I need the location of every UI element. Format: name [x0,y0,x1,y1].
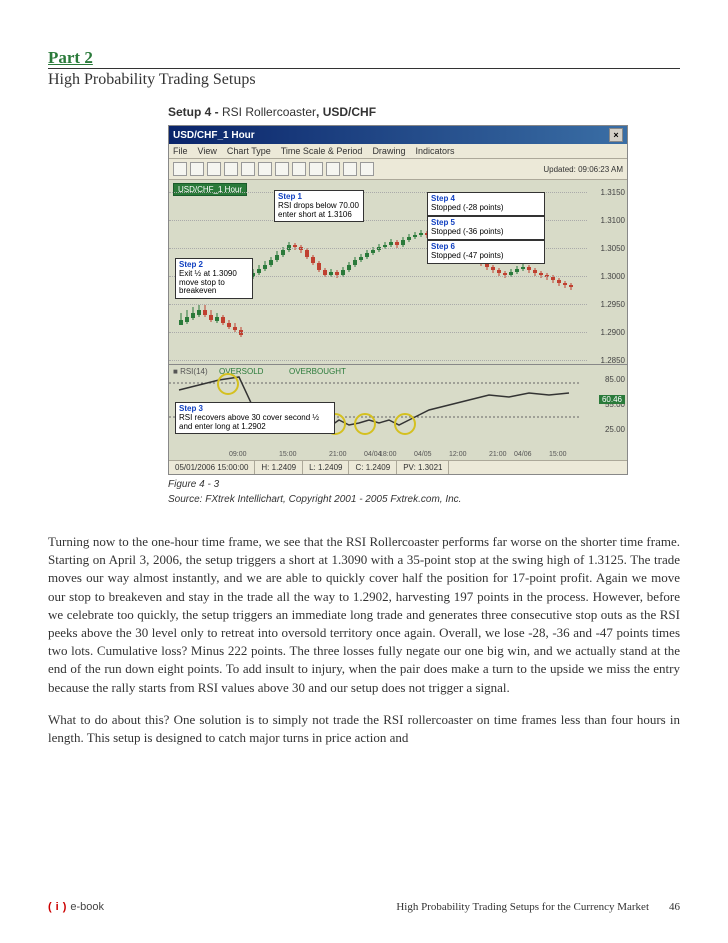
rsi-marker-circle [217,373,239,395]
figure-number: Figure 4 - 3 [168,479,628,490]
status-bar: 05/01/2006 15:00:00 H: 1.2409 L: 1.2409 … [169,460,627,474]
tool-icon[interactable] [224,162,238,176]
tool-icon[interactable] [207,162,221,176]
callout-step2: Step 2Exit ½ at 1.3090 move stop to brea… [175,258,253,299]
menu-file[interactable]: File [173,146,188,156]
tool-icon[interactable] [173,162,187,176]
close-icon[interactable]: × [609,128,623,142]
page-subtitle: High Probability Trading Setups [48,71,680,89]
price-ytick: 1.3050 [601,244,625,253]
window-title: USD/CHF_1 Hour [173,130,255,141]
price-ytick: 1.3000 [601,272,625,281]
chart-container: USD/CHF_1 Hour × File View Chart Type Ti… [168,125,628,505]
menu-indicators[interactable]: Indicators [415,146,454,156]
footer-logo: (i) e-book [48,901,104,913]
tool-icon[interactable] [292,162,306,176]
tool-icon[interactable] [343,162,357,176]
part-header: Part 2 [48,48,680,69]
price-panel: USD/CHF_1 Hour 1.31501.31001.30501.30001… [169,180,627,365]
tool-icon[interactable] [360,162,374,176]
paragraph-1: Turning now to the one-hour time frame, … [48,533,680,697]
xtick: 04/05 [414,451,432,458]
callout-step1: Step 1RSI drops below 70.00 enter short … [274,190,364,222]
chart-window: USD/CHF_1 Hour × File View Chart Type Ti… [168,125,628,475]
callout-step6: Step 6Stopped (-47 points) [427,240,545,264]
status-h: H: 1.2409 [255,461,303,474]
menu-view[interactable]: View [198,146,217,156]
status-pv: PV: 1.3021 [397,461,449,474]
xtick: 12:00 [449,451,467,458]
xtick: 21:00 [329,451,347,458]
tool-icon[interactable] [326,162,340,176]
price-ytick: 1.3100 [601,216,625,225]
rsi-value-badge: 60.46 [599,395,625,404]
price-ytick: 1.2900 [601,328,625,337]
price-ytick: 1.2950 [601,300,625,309]
rsi-ytick: 85.00 [605,375,625,384]
status-l: L: 1.2409 [303,461,349,474]
xtick: 15:00 [279,451,297,458]
price-ytick: 1.3150 [601,188,625,197]
status-c: C: 1.2409 [349,461,397,474]
price-ytick: 1.2850 [601,356,625,365]
chart-body: USD/CHF_1 Hour 1.31501.31001.30501.30001… [169,180,627,460]
page-footer: (i) e-book High Probability Trading Setu… [48,901,680,913]
footer-right: High Probability Trading Setups for the … [396,901,680,913]
menu-time-scale[interactable]: Time Scale & Period [281,146,363,156]
rsi-marker-circle [354,413,376,435]
menu-drawing[interactable]: Drawing [372,146,405,156]
toolbar: Updated: 09:06:23 AM [169,159,627,180]
tool-icon[interactable] [275,162,289,176]
menu-chart-type[interactable]: Chart Type [227,146,271,156]
window-titlebar: USD/CHF_1 Hour × [169,126,627,144]
menu-bar: File View Chart Type Time Scale & Period… [169,144,627,159]
rsi-marker-circle [394,413,416,435]
paragraph-2: What to do about this? One solution is t… [48,711,680,747]
toolbar-icons [173,162,374,176]
page-number: 46 [669,901,680,913]
callout-step5: Step 5Stopped (-36 points) [427,216,545,240]
tool-icon[interactable] [190,162,204,176]
xtick: 18:00 [379,451,397,458]
setup-line: Setup 4 - RSI Rollercoaster, USD/CHF [168,105,680,119]
part-title: Part 2 [48,48,93,67]
updated-label: Updated: 09:06:23 AM [543,165,623,174]
tool-icon[interactable] [241,162,255,176]
callout-step3: Step 3RSI recovers above 30 cover second… [175,402,335,434]
xtick: 15:00 [549,451,567,458]
callout-step4: Step 4Stopped (-28 points) [427,192,545,216]
tool-icon[interactable] [309,162,323,176]
xtick: 21:00 [489,451,507,458]
rsi-ytick: 25.00 [605,425,625,434]
figure-source: Source: FXtrek Intellichart, Copyright 2… [168,494,628,505]
body-text: Turning now to the one-hour time frame, … [48,533,680,747]
tool-icon[interactable] [258,162,272,176]
xtick: 04/06 [514,451,532,458]
status-date: 05/01/2006 15:00:00 [169,461,255,474]
xtick: 09:00 [229,451,247,458]
